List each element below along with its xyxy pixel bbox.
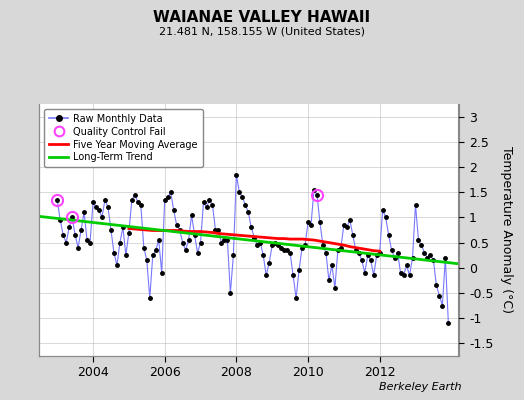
Text: Berkeley Earth: Berkeley Earth bbox=[379, 382, 461, 392]
Text: 21.481 N, 158.155 W (United States): 21.481 N, 158.155 W (United States) bbox=[159, 26, 365, 36]
Legend: Raw Monthly Data, Quality Control Fail, Five Year Moving Average, Long-Term Tren: Raw Monthly Data, Quality Control Fail, … bbox=[44, 109, 203, 167]
Text: WAIANAE VALLEY HAWAII: WAIANAE VALLEY HAWAII bbox=[154, 10, 370, 25]
Y-axis label: Temperature Anomaly (°C): Temperature Anomaly (°C) bbox=[500, 146, 513, 314]
